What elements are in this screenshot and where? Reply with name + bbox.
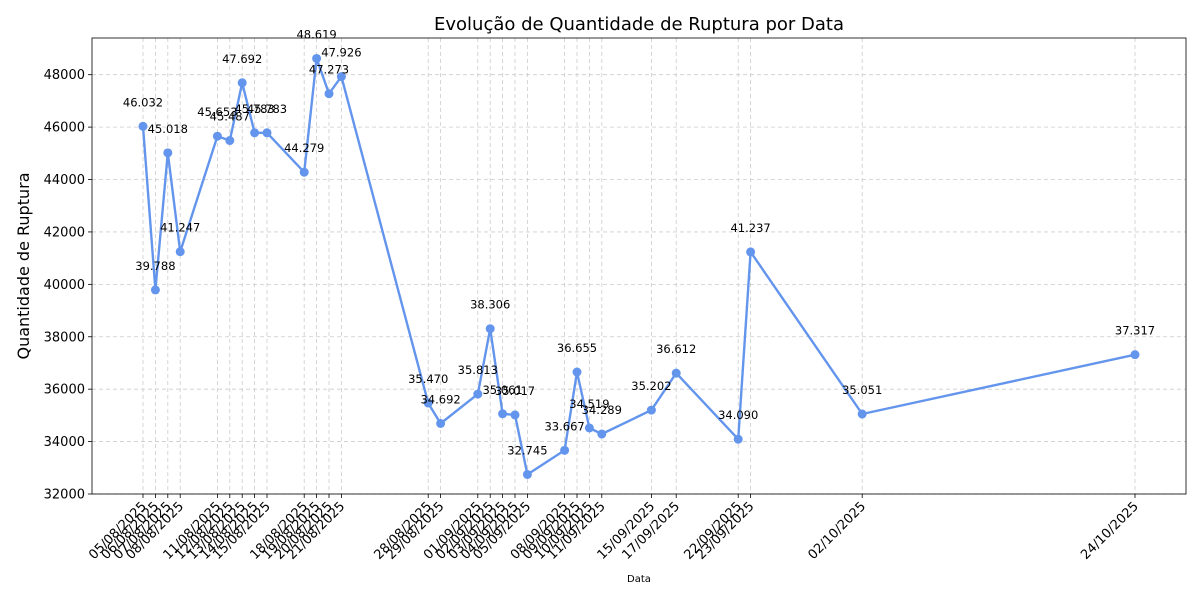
- data-point: [746, 247, 756, 257]
- data-label: 45.653: [197, 105, 237, 119]
- data-point: [572, 367, 582, 377]
- data-label: 32.745: [507, 443, 547, 457]
- data-label: 33.667: [544, 419, 584, 433]
- y-tick-label: 36000: [44, 383, 85, 398]
- series-layer: [138, 53, 1140, 479]
- grid: [92, 38, 1186, 495]
- data-label: 34.090: [718, 408, 758, 422]
- data-label: 36.612: [656, 342, 696, 356]
- data-label: 38.306: [470, 298, 510, 312]
- data-point: [138, 121, 148, 131]
- data-point: [646, 405, 656, 415]
- data-label: 34.692: [420, 392, 460, 406]
- x-tick-label: 24/10/2025: [1078, 499, 1142, 563]
- data-label: 45.487: [210, 110, 250, 124]
- data-label: 34.519: [569, 397, 609, 411]
- x-axis: 05/08/202506/08/202507/08/202508/08/2025…: [86, 494, 1142, 563]
- data-point: [237, 78, 247, 88]
- x-axis-label: Data: [627, 574, 651, 585]
- y-tick-label: 42000: [44, 225, 85, 240]
- y-tick-label: 44000: [44, 173, 85, 188]
- chart-title: Evolução de Quantidade de Ruptura por Da…: [434, 14, 844, 35]
- data-point: [175, 247, 185, 257]
- data-label: 36.655: [557, 341, 597, 355]
- data-point: [324, 89, 334, 99]
- data-point: [436, 418, 446, 428]
- data-point: [150, 285, 160, 295]
- data-label: 35.051: [842, 383, 882, 397]
- y-axis: 32000 34000 36000 38000 40000 42000 44000 46000…: [44, 68, 92, 503]
- data-point: [262, 128, 272, 138]
- data-label: 46.032: [123, 95, 163, 109]
- data-point: [336, 72, 346, 82]
- data-point: [597, 429, 607, 439]
- data-label: 34.289: [582, 403, 622, 417]
- data-point: [560, 445, 570, 455]
- data-point: [312, 53, 322, 63]
- data-label: 45.783: [247, 102, 287, 116]
- series-line: [141, 57, 1136, 476]
- data-point: [584, 423, 594, 433]
- data-label: 35.470: [408, 372, 448, 386]
- y-tick-label: 34000: [44, 435, 85, 450]
- data-label: 41.237: [730, 221, 770, 235]
- data-point: [212, 131, 222, 141]
- data-point: [485, 324, 495, 334]
- data-label: 35.202: [631, 379, 671, 393]
- plot-frame: [91, 37, 1187, 495]
- y-tick-label: 38000: [44, 330, 85, 345]
- data-label: 45.783: [234, 102, 274, 116]
- data-label: 47.692: [222, 52, 262, 66]
- data-label: 47.273: [309, 63, 349, 77]
- data-point: [671, 368, 681, 378]
- y-axis-label: Quantidade de Ruptura: [14, 172, 33, 359]
- data-point: [225, 136, 235, 146]
- data-point: [473, 389, 483, 399]
- x-tick-label: 02/10/2025: [805, 499, 869, 563]
- data-label: 35.017: [495, 384, 535, 398]
- data-label: 44.279: [284, 141, 324, 155]
- data-point: [299, 167, 309, 177]
- data-point: [733, 434, 743, 444]
- data-label: 47.926: [321, 46, 361, 60]
- data-point: [857, 409, 867, 419]
- data-point: [163, 148, 173, 158]
- data-label: 41.247: [160, 221, 200, 235]
- data-point: [250, 128, 260, 138]
- data-label: 35.813: [458, 363, 498, 377]
- y-tick-label: 46000: [44, 121, 85, 136]
- data-point: [423, 398, 433, 408]
- data-point: [510, 410, 520, 420]
- data-point: [1130, 350, 1140, 360]
- y-tick-label: 48000: [44, 68, 85, 83]
- data-point: [498, 409, 508, 419]
- data-label: 39.788: [135, 259, 175, 273]
- data-label: 45.018: [148, 122, 188, 136]
- data-label: 48.619: [296, 27, 336, 41]
- data-point: [522, 469, 532, 479]
- data-label: 37.317: [1115, 324, 1155, 338]
- y-tick-label: 40000: [44, 278, 85, 293]
- y-tick-label: 32000: [44, 488, 85, 503]
- data-label: 35.061: [482, 383, 522, 397]
